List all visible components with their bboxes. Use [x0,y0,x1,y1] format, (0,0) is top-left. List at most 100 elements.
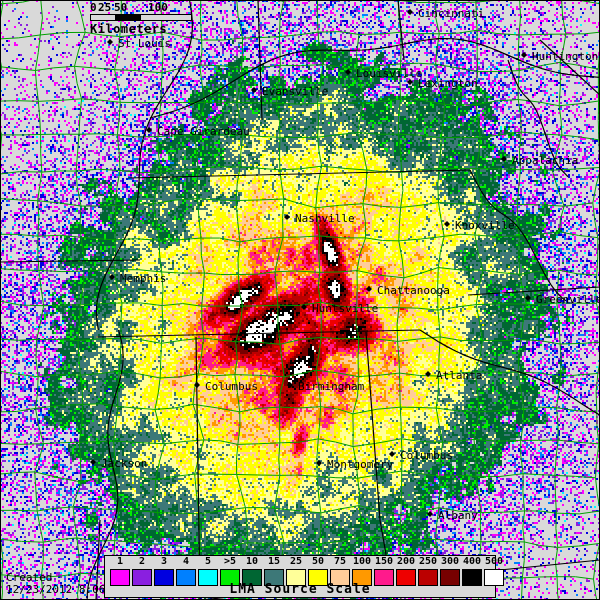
legend-color-swatch [462,569,482,586]
legend-tick-label: >5 [223,556,237,567]
legend-color-swatch [198,569,218,586]
legend-tick-label: 75 [333,556,347,567]
legend-swatch-cell: 400 [462,556,482,586]
city-marker-icon [427,511,433,517]
city-label-greenville: Greenville [525,293,600,306]
legend-swatch-cell: 300 [440,556,460,586]
scale-tick-50: 50 [114,1,128,14]
city-marker-icon [301,304,307,310]
scale-tick-0: 0 [90,1,97,14]
city-label-text: Lexington [418,77,478,90]
created-label: Created [6,571,53,584]
legend-swatch-cell: 10 [242,556,262,586]
legend-tick-label: 250 [418,556,438,567]
legend-title: LMA Source Scale [229,582,371,597]
legend-swatch-cell: 200 [396,556,416,586]
city-label-text: Columbus [205,380,258,393]
legend-swatch-cell: >5 [220,556,240,586]
city-label-text: Albany [438,509,478,522]
city-label-text: Columbus [400,449,453,462]
city-label-birmingham: Birmingham [287,380,365,393]
city-label-text: Chattanooga [377,284,450,297]
city-label-text: Jackson [101,457,148,470]
city-label-st-louis: St Louis [107,37,171,50]
legend-color-swatch [154,569,174,586]
legend-swatch-cell: 100 [352,556,372,586]
city-label-text: Nashville [295,212,355,225]
legend-color-swatch [220,569,240,586]
city-marker-icon [366,286,372,292]
city-label-atlanta: Atlanta [425,370,482,381]
legend-tick-label: 500 [484,556,504,567]
city-label-memphis: Memphis [109,272,167,285]
legend-color-swatch [330,569,350,586]
legend-tick-label: 50 [311,556,325,567]
legend-swatch-cell: 50 [308,556,328,586]
city-label-text: Memphis [120,272,167,285]
city-marker-icon [284,214,290,220]
scale-tick-100: 100 [148,1,168,14]
city-label-albany: Albany [427,509,478,522]
city-label-cincinnati: Cincinnati [407,7,485,20]
city-label-evansville: Evansville [251,85,329,98]
city-label-lexington: Lexington [407,77,478,90]
city-label-text: Evansville [262,85,329,98]
city-marker-icon [107,39,113,45]
legend-tick-label: 15 [267,556,281,567]
legend-tick-label: 3 [160,556,168,567]
scale-bar-ticks: 0 25 50 100 [90,2,192,13]
city-marker-icon [146,127,152,133]
legend-swatch-cell: 75 [330,556,350,586]
legend-swatch-cell: 150 [374,556,394,586]
legend-color-swatch [308,569,328,586]
legend-swatch-cell: 15 [264,556,284,586]
city-label-text: Appalachia [512,154,579,167]
legend-color-swatch [264,569,284,586]
legend-tick-label: 400 [462,556,482,567]
legend-color-swatch [440,569,460,586]
legend-tick-label: 10 [245,556,259,567]
city-label-text: Cincinnati [418,7,485,20]
created-datetime: 12/23/2012 8:06:56 [6,583,126,596]
city-marker-icon [287,382,293,388]
city-marker-icon [407,9,413,15]
lma-source-scale-legend: 1 2 3 4 5 >5 10 15 25 50 75 100 150 200 250 300 400 500 L… [104,555,504,598]
legend-tick-label: 25 [289,556,303,567]
legend-swatch-cell: 5 [198,556,218,586]
city-label-text: Montgomery [327,458,394,471]
legend-swatch-cell: 25 [286,556,306,586]
city-marker-icon [444,221,450,227]
legend-color-swatch [110,569,130,586]
city-marker-icon [345,69,351,75]
legend-color-swatch [242,569,262,586]
city-label-chattanooga: Chattanooga [366,284,450,297]
city-label-text: St Louis [118,37,171,50]
legend-color-swatch [484,569,504,586]
city-label-huntsville: Huntsville [301,303,378,314]
legend-swatch-cell: 3 [154,556,174,586]
city-label-columbus: Columbus [389,449,453,462]
city-label-louisville: Louisville [345,68,422,79]
legend-tick-label: 5 [204,556,212,567]
city-marker-icon [90,459,96,465]
city-marker-icon [407,79,413,85]
city-label-text: Cape Girardeau [157,125,250,138]
legend-color-swatch [286,569,306,586]
legend-tick-label: 100 [352,556,372,567]
legend-tick-label: 4 [182,556,190,567]
city-label-cape-girardeau: Cape Girardeau [146,125,250,138]
city-marker-icon [521,52,527,58]
scale-bar-graphic [90,14,192,21]
legend-tick-label: 2 [138,556,146,567]
city-label-appalachia: Appalachia [501,154,579,167]
city-label-text: Huntington [532,50,599,63]
city-label-huntington: Huntington [521,50,599,63]
city-marker-icon [425,371,431,377]
legend-tick-label: 300 [440,556,460,567]
city-label-text: Greenville [536,293,600,306]
city-label-text: Birmingham [298,380,365,393]
legend-color-swatch [418,569,438,586]
city-marker-icon [501,156,507,162]
